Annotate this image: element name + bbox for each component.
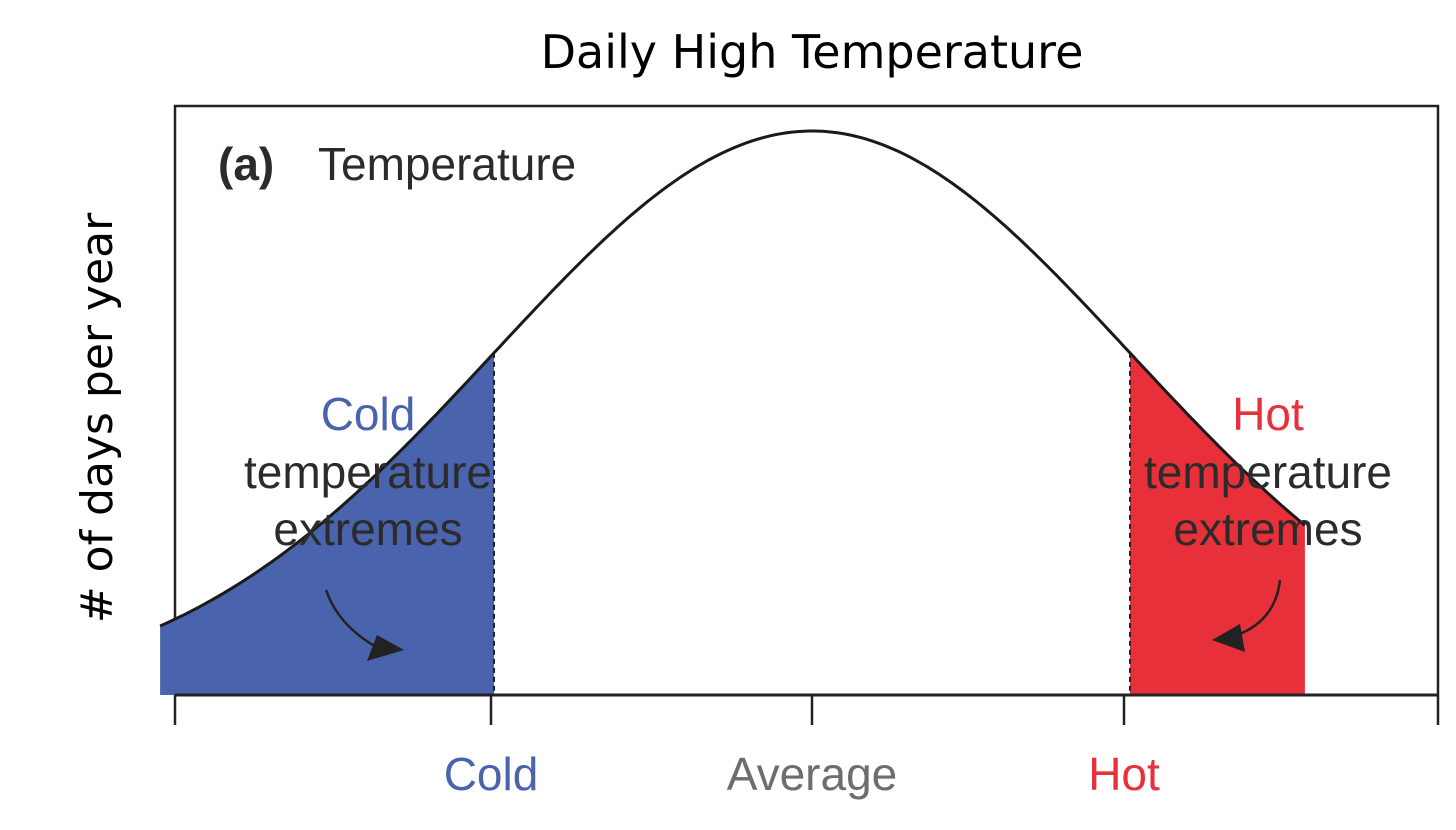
hot-extreme-region xyxy=(1130,352,1305,695)
x-tick-label-hot: Hot xyxy=(1088,748,1160,800)
cold-annotation-line2: temperature xyxy=(244,446,492,498)
distribution-curve xyxy=(159,129,1306,628)
hot-arrowhead xyxy=(1212,624,1245,652)
hot-annotation-line2: temperature xyxy=(1144,446,1392,498)
y-axis-label: # of days per year xyxy=(72,212,123,623)
x-tick-label-average: Average xyxy=(727,748,898,800)
cold-annotation-title: Cold xyxy=(321,388,416,440)
chart-title: Daily High Temperature xyxy=(541,25,1084,79)
cold-extreme-region xyxy=(160,352,494,695)
plot-frame xyxy=(173,104,1440,695)
x-tick-label-cold: Cold xyxy=(444,748,539,800)
cold-annotation-line3: extremes xyxy=(273,503,462,555)
hot-annotation-title: Hot xyxy=(1232,388,1304,440)
cold-arrowhead xyxy=(367,635,404,661)
panel-title: Temperature xyxy=(318,138,576,190)
panel-label: (a) xyxy=(218,138,274,190)
hot-annotation-line3: extremes xyxy=(1173,503,1362,555)
